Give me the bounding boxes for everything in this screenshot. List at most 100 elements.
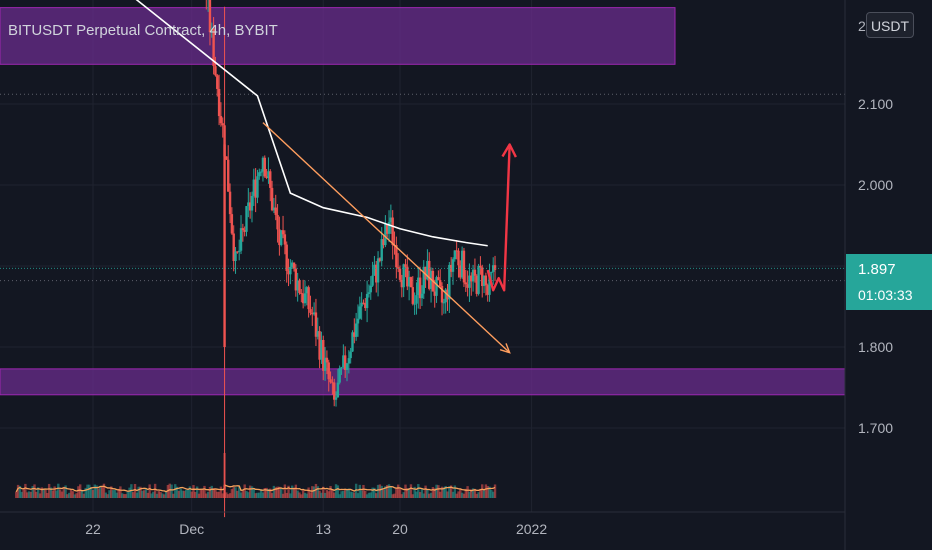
volume-bar [172,493,175,498]
volume-bar [27,491,31,498]
price-axis[interactable]: 2.100 2.000 1.800 1.700 [858,96,893,436]
candle-body [227,159,230,192]
currency-selector-button[interactable]: USDT [866,12,914,38]
volume-bar [254,493,257,498]
volume-bar [437,485,440,498]
volume-bar [144,488,148,498]
volume-bar [287,485,290,498]
candle-body [490,271,493,273]
volume-bar [205,493,208,498]
volume-bars [15,453,497,498]
volume-bar [241,490,245,498]
candle-body [353,332,356,337]
candle-body [411,287,414,304]
volume-bar [471,488,475,498]
candle-body [239,228,243,251]
volume-bar [26,492,29,498]
volume-bar [418,492,422,498]
volume-bar [164,491,168,498]
time-axis[interactable]: 22 Dec 13 20 2022 [85,521,547,537]
chart-grid [0,0,845,512]
volume-bar [433,488,436,498]
candle-body [378,258,382,261]
volume-bar [486,486,489,498]
projection-arrow-line [486,144,511,292]
volume-moving-average [15,484,496,493]
candle-body [479,265,482,268]
volume-bar [60,491,64,498]
volume-bar [479,488,482,498]
volume-bar [243,484,246,498]
volume-bar [91,489,95,498]
volume-bar [49,487,53,498]
candle-body [428,260,431,289]
volume-bar [283,484,287,498]
last-price-badge: 1.897 01:03:33 [846,254,932,310]
candle-body [237,250,241,252]
volume-bar [141,490,144,498]
volume-bar [174,484,177,498]
volume-bar [440,486,444,498]
volume-bar [199,489,203,498]
volume-bar [415,491,418,498]
volume-bar [192,485,195,498]
volume-bar [375,493,378,498]
candle-body [340,367,343,369]
candle-body [329,379,332,383]
volume-bar [157,491,160,498]
volume-bar [236,490,239,498]
volume-bar [16,484,20,498]
candle-body [283,234,287,245]
candle-body [312,312,316,315]
candle-body [210,28,213,33]
candle-body [248,202,252,211]
volume-bar [51,490,54,498]
volume-bar [448,486,451,498]
volume-bar [380,485,383,498]
volume-bar [362,484,365,498]
volume-bar [475,493,478,498]
projection-arrowhead [501,143,517,158]
volume-bar [66,494,69,498]
volume-bar [334,484,338,498]
volume-bar [64,485,67,498]
candle-body [426,260,429,280]
volume-bar [53,486,56,498]
volume-bar [93,484,97,498]
volume-bar [252,487,256,498]
volume-bar [420,488,424,498]
candle-body [473,269,477,276]
volume-bar [449,485,453,498]
volume-bar [230,489,234,498]
volume-bar [491,491,495,498]
candle-body [391,217,394,246]
candle-body [303,293,307,304]
volume-bar [280,487,283,498]
volume-bar [137,486,140,498]
volume-bar [18,485,22,498]
candle-body [236,251,239,253]
candle-body [333,382,336,400]
candle-body [250,195,254,211]
candle-body [373,264,376,276]
candle-body [384,223,387,246]
supply-zone [0,7,676,65]
volume-bar [68,492,71,498]
volume-bar [168,483,171,498]
demand-zone [0,368,846,396]
volume-bar [400,494,404,498]
last-price-badge-bg [846,254,932,310]
candle-body [482,275,486,287]
volume-bar [404,484,407,498]
volume-bar [316,486,319,498]
volume-bar [325,489,329,498]
volume-bar [258,492,261,498]
volume-bar [119,486,122,498]
volume-bar [453,485,457,498]
candle-body [488,272,491,295]
volume-bar [261,492,265,498]
volume-bar [73,494,76,498]
volume-bar [263,488,266,498]
volume-bar [349,491,352,498]
